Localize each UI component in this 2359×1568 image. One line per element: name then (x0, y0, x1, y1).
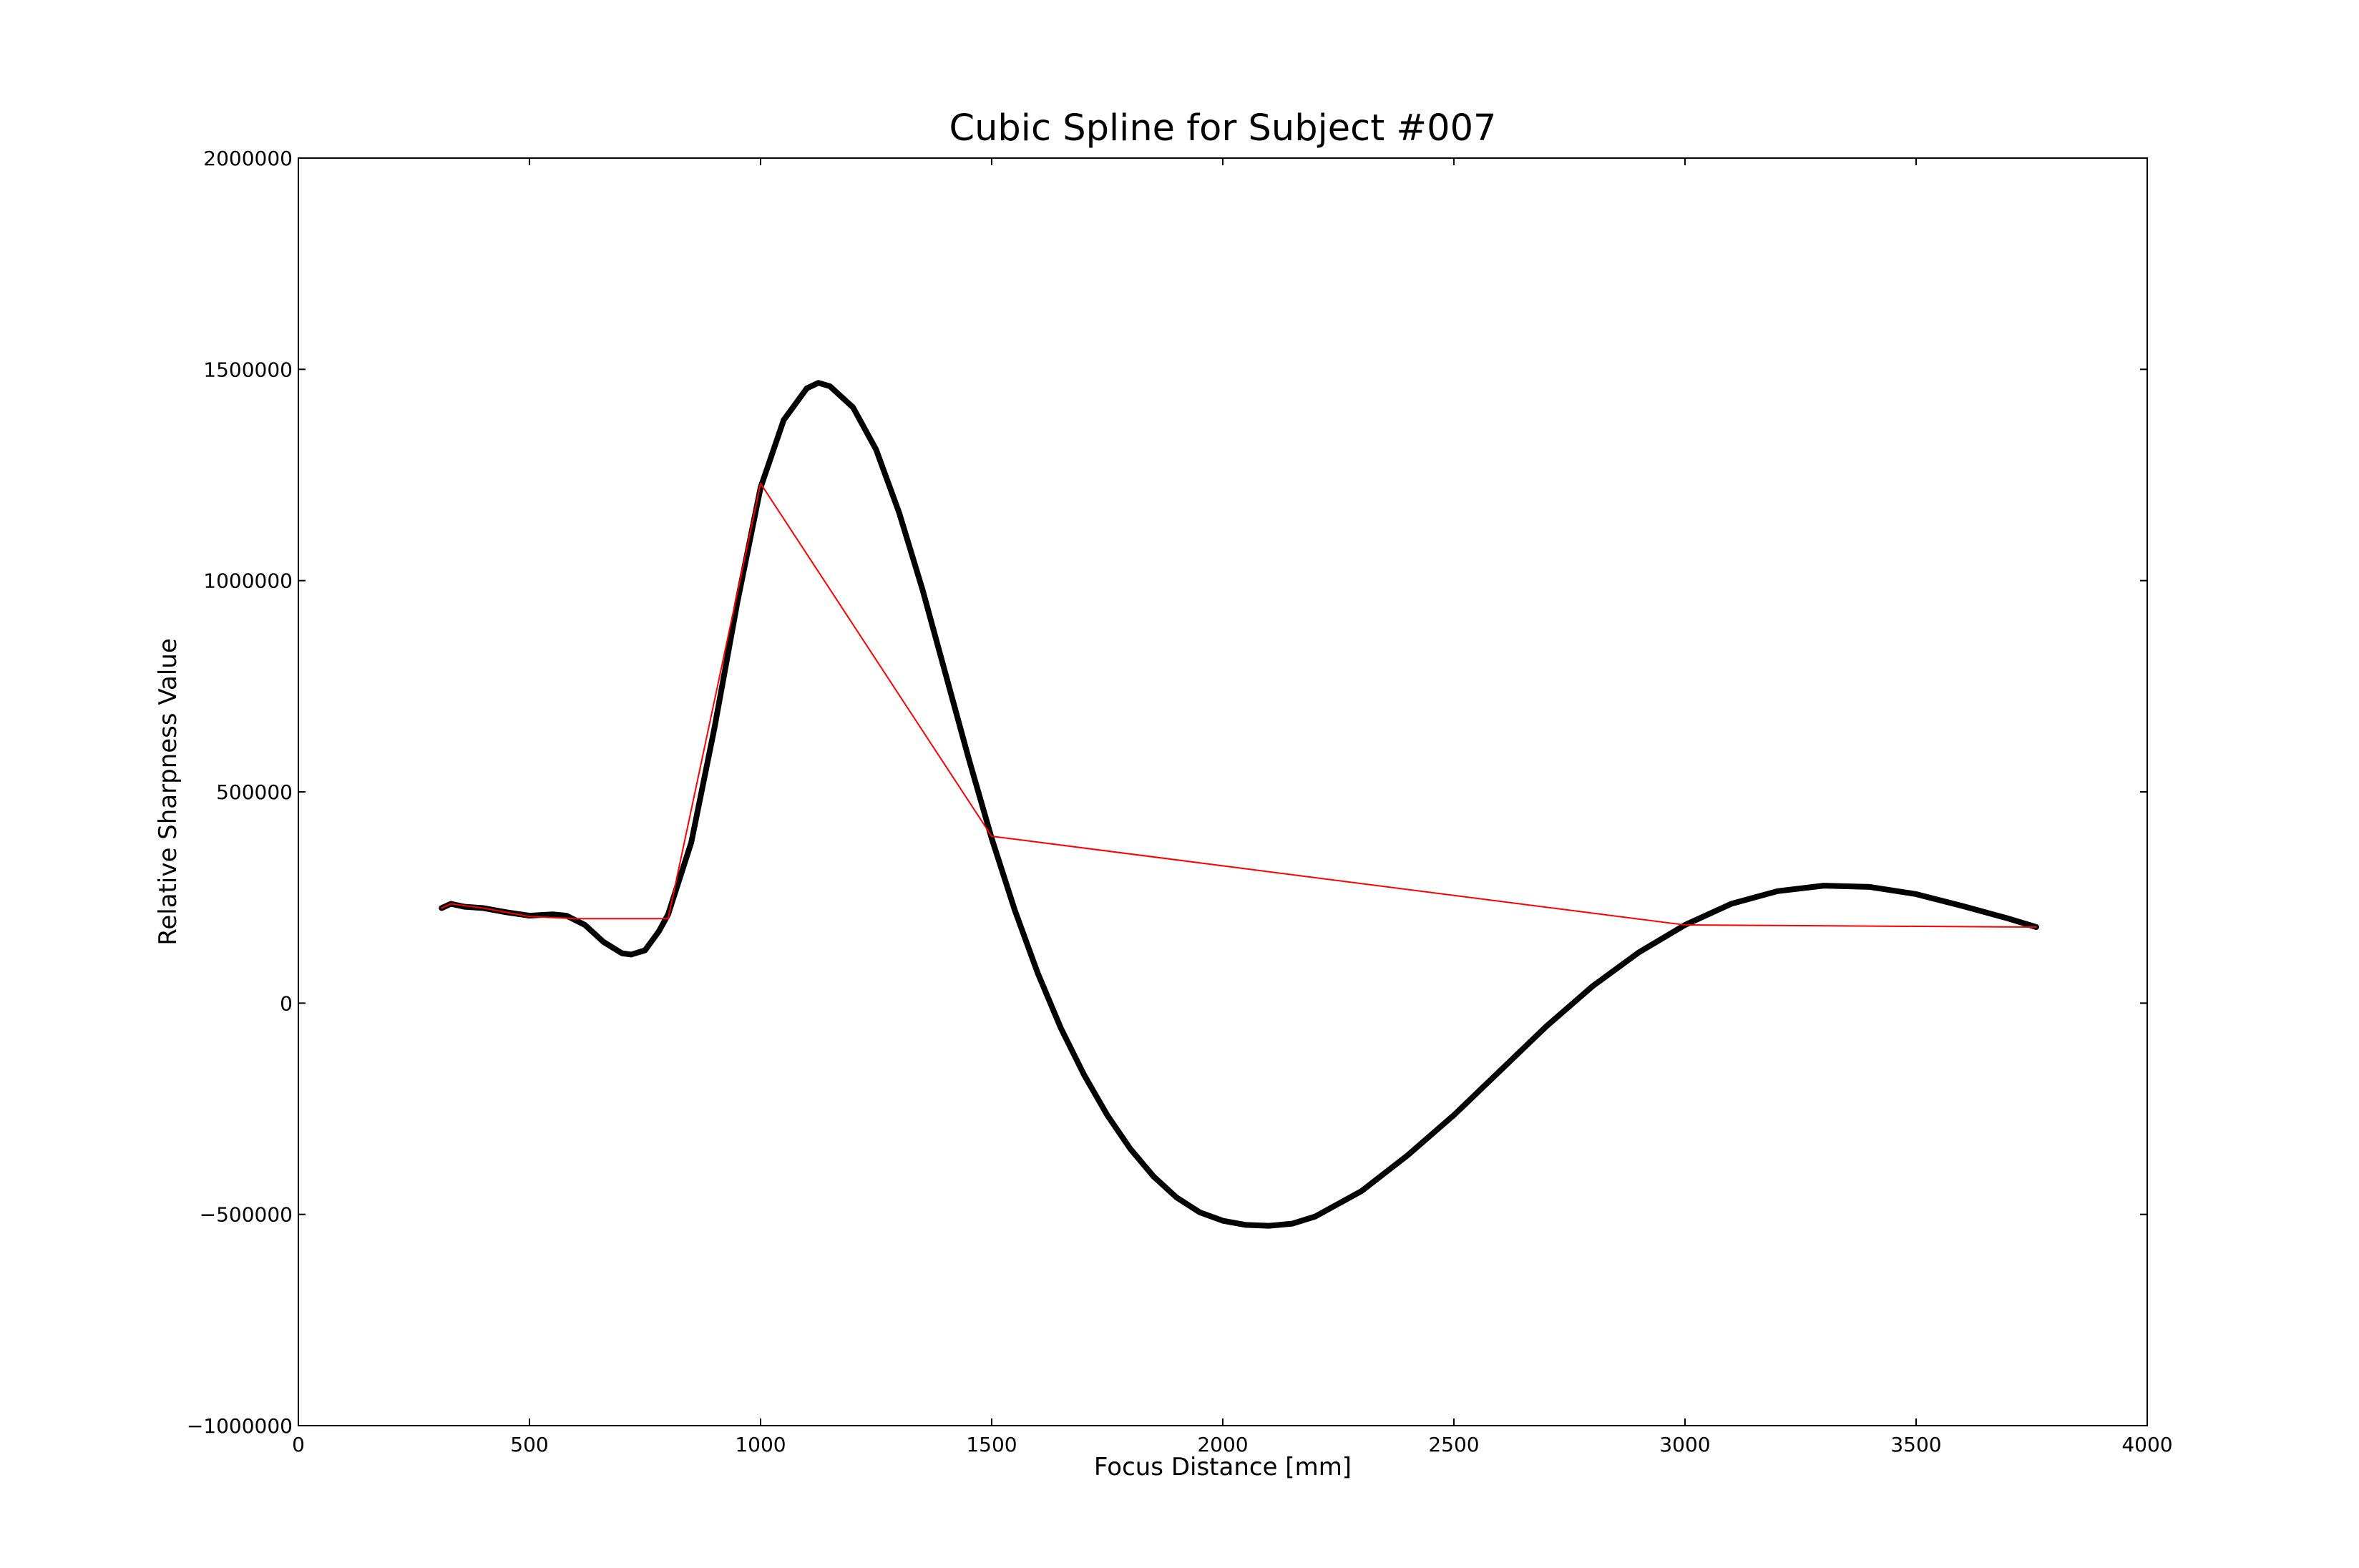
y-tick-label: 1500000 (203, 358, 293, 381)
series-line (441, 482, 2037, 928)
x-tick-label: 500 (510, 1433, 548, 1456)
x-axis-label: Focus Distance [mm] (1094, 1453, 1352, 1481)
y-tick-label: −500000 (200, 1203, 293, 1227)
y-tick-label: 500000 (216, 780, 293, 804)
x-tick-label: 2500 (1428, 1433, 1479, 1456)
plot-frame (298, 157, 2148, 1426)
x-tick-label: 3000 (1659, 1433, 1710, 1456)
x-tick-label: 1000 (735, 1433, 786, 1456)
x-tick-label: 0 (292, 1433, 305, 1456)
x-tick-label: 3500 (1890, 1433, 1941, 1456)
y-tick-label: −1000000 (187, 1414, 293, 1438)
y-tick-label: 0 (280, 991, 293, 1015)
y-tick-label: 2000000 (203, 147, 293, 170)
y-tick-label: 1000000 (203, 569, 293, 593)
series-line (439, 380, 2039, 1229)
x-tick-label: 1500 (966, 1433, 1017, 1456)
y-axis-label: Relative Sharpness Value (154, 638, 182, 946)
x-tick-label: 4000 (2121, 1433, 2172, 1456)
x-tick-label: 2000 (1197, 1433, 1248, 1456)
chart-title: Cubic Spline for Subject #007 (949, 107, 1497, 150)
